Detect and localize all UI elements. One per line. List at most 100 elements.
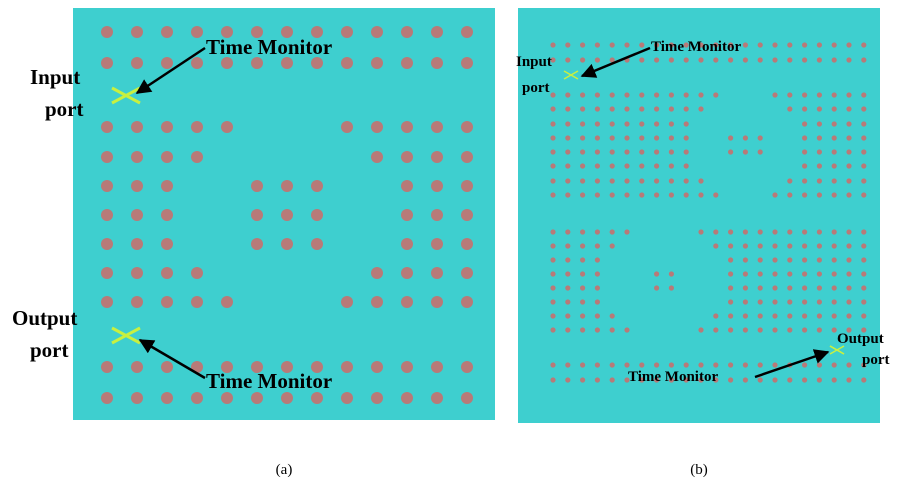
rod [742, 229, 749, 235]
rod [654, 362, 660, 368]
rod [565, 271, 571, 277]
rod [191, 267, 203, 279]
rod [816, 229, 823, 235]
rod [861, 362, 867, 368]
rod [281, 209, 293, 221]
rod [683, 149, 689, 155]
rod [713, 42, 719, 48]
rod [131, 392, 143, 404]
rod [757, 243, 763, 249]
rod [698, 362, 704, 368]
rod [802, 42, 808, 48]
rod [683, 163, 689, 169]
rod [831, 257, 837, 263]
rod [609, 313, 615, 319]
monitor-label: Time Monitor [651, 39, 741, 55]
rod [639, 192, 645, 198]
rod [668, 57, 675, 63]
rod [341, 296, 353, 308]
rod [698, 377, 704, 383]
rod [580, 178, 586, 184]
rod [816, 106, 823, 112]
rod [787, 377, 793, 383]
rod [624, 42, 630, 48]
rod [639, 163, 645, 169]
rod [550, 106, 556, 112]
rod [565, 243, 571, 249]
rod [668, 106, 675, 112]
rod [431, 57, 443, 69]
rod [728, 299, 734, 305]
rod [802, 229, 808, 235]
rod [816, 327, 823, 333]
rod [816, 362, 823, 368]
rod [431, 296, 443, 308]
rod [846, 271, 852, 277]
rod [565, 135, 571, 141]
rod [580, 271, 586, 277]
arrow [135, 46, 206, 95]
rod [401, 26, 413, 38]
rod [802, 257, 808, 263]
rod [861, 92, 867, 98]
rod [742, 377, 749, 383]
rod [609, 42, 615, 48]
rod [698, 229, 704, 235]
rod [624, 163, 630, 169]
rod [594, 285, 601, 291]
rod [802, 299, 808, 305]
rod [668, 163, 675, 169]
rod [550, 299, 556, 305]
rod [401, 57, 413, 69]
rod [816, 313, 823, 319]
rod [371, 267, 383, 279]
rod [728, 313, 734, 319]
rod [683, 42, 689, 48]
rod [281, 57, 293, 69]
rod [831, 243, 837, 249]
rod [565, 149, 571, 155]
rod [861, 377, 867, 383]
rod [461, 296, 473, 308]
rod [742, 57, 749, 63]
rod [802, 121, 808, 127]
rod [281, 361, 293, 373]
rod [654, 163, 660, 169]
rod [728, 135, 734, 141]
rod [787, 327, 793, 333]
rod [550, 135, 556, 141]
rod [624, 121, 630, 127]
rod [831, 149, 837, 155]
rod [311, 238, 323, 250]
rod [802, 243, 808, 249]
rod [787, 92, 793, 98]
rod [624, 92, 630, 98]
rod [311, 209, 323, 221]
rod [742, 285, 749, 291]
rod [101, 238, 113, 250]
rod [431, 180, 443, 192]
rod [624, 178, 630, 184]
rod [639, 92, 645, 98]
rod [281, 238, 293, 250]
rod [772, 243, 778, 249]
rod [846, 313, 852, 319]
rod [802, 327, 808, 333]
rod [668, 192, 675, 198]
rod [728, 377, 734, 383]
rod [609, 135, 615, 141]
rod [594, 327, 601, 333]
rod [101, 392, 113, 404]
rod [816, 271, 823, 277]
rod [816, 285, 823, 291]
arrow [580, 46, 651, 78]
rod [550, 327, 556, 333]
rod [728, 42, 734, 48]
rod [624, 106, 630, 112]
rod [624, 327, 630, 333]
rod [683, 106, 689, 112]
rod [431, 267, 443, 279]
rod [698, 57, 704, 63]
